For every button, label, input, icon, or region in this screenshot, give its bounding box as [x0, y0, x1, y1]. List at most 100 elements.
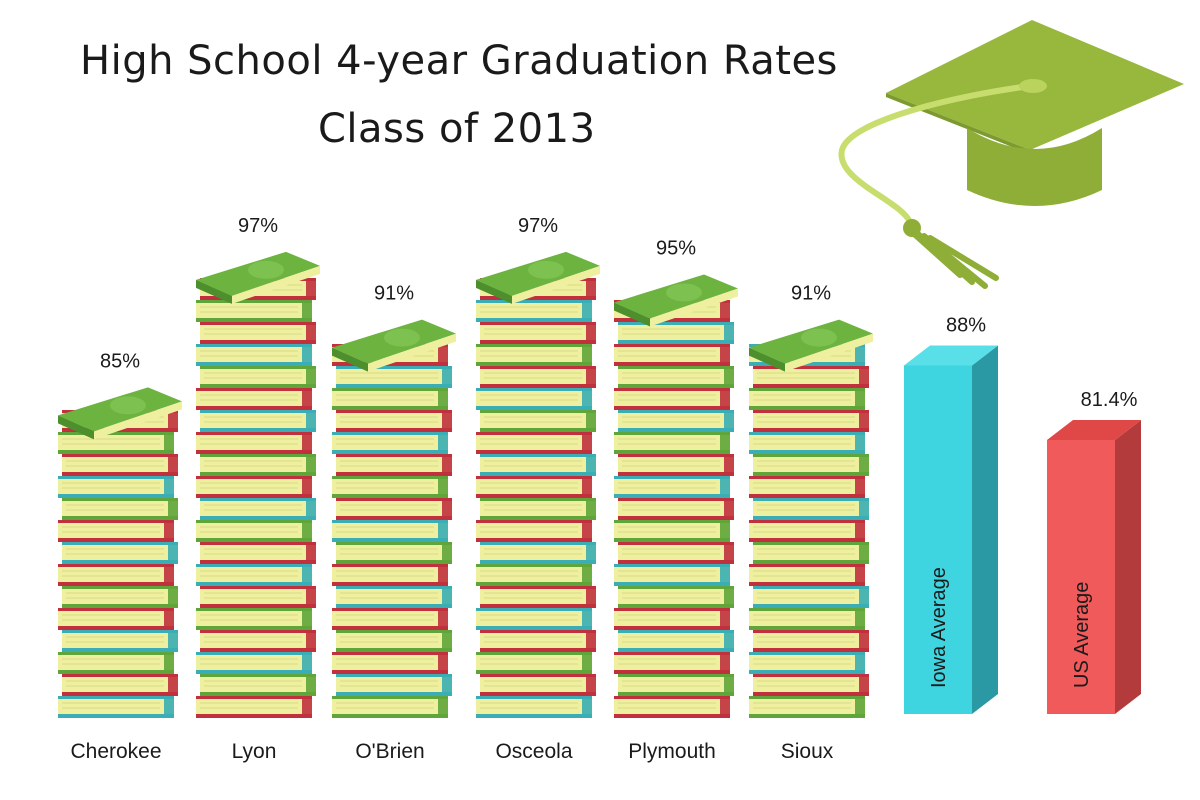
chart-title: High School 4-year Graduation Rates	[80, 38, 838, 84]
book-cover	[753, 586, 869, 589]
book-cover	[62, 516, 178, 520]
book-cover	[196, 520, 312, 523]
book-spine	[438, 344, 448, 366]
book-cover	[62, 630, 178, 633]
book-spine	[720, 476, 730, 498]
book-cover	[58, 608, 174, 611]
book-pages	[476, 479, 592, 495]
book-cover	[62, 586, 178, 589]
book-spine	[586, 630, 596, 652]
book-spine	[720, 388, 730, 410]
bar-front	[904, 365, 972, 714]
book-cover	[618, 542, 734, 545]
book-cover	[200, 322, 316, 325]
category-label: Iowa Average	[928, 567, 950, 688]
book-spine	[164, 696, 174, 718]
book-spine	[302, 388, 312, 410]
top-book-highlight	[801, 328, 837, 347]
book-cover	[749, 670, 865, 674]
book-cover	[196, 652, 312, 655]
book-cover	[196, 494, 312, 498]
top-book-highlight	[384, 328, 420, 347]
book-pages	[200, 545, 316, 561]
book-spine	[438, 652, 448, 674]
book-pages	[749, 611, 865, 627]
top-book-highlight	[666, 283, 702, 302]
book-cover	[618, 630, 734, 633]
book-pages	[196, 391, 312, 407]
book-pages	[62, 633, 178, 649]
value-label: 91%	[791, 283, 831, 305]
top-book-pages	[650, 288, 738, 327]
book-cover	[618, 384, 734, 388]
book-pages	[62, 501, 178, 517]
book-pages	[749, 523, 865, 539]
book-cover	[332, 714, 448, 718]
value-label: 97%	[238, 215, 278, 237]
book-cover	[332, 432, 448, 435]
top-book-highlight	[110, 396, 146, 415]
bar-iowa-average: Iowa Average 88%	[904, 314, 998, 714]
book-cover	[58, 582, 174, 586]
book-cover	[614, 582, 730, 586]
book-cover	[196, 344, 312, 347]
value-label: 95%	[656, 237, 696, 259]
book-pages	[753, 589, 869, 605]
book-cover	[62, 542, 178, 545]
book-cover	[480, 674, 596, 677]
book-spine	[582, 432, 592, 454]
book-pages	[480, 589, 596, 605]
book-cover	[618, 674, 734, 677]
top-book-edge	[332, 347, 368, 372]
book-spine	[582, 476, 592, 498]
book-spine	[724, 366, 734, 388]
value-label: 81.4%	[1081, 389, 1138, 411]
book-cover	[476, 538, 592, 542]
book-spine	[302, 300, 312, 322]
book-cover	[753, 410, 869, 413]
book-cover	[749, 582, 865, 586]
book-spine	[306, 454, 316, 476]
book-cover	[196, 362, 312, 366]
book-pages	[58, 435, 174, 451]
book-cover	[332, 608, 448, 611]
book-cover	[476, 608, 592, 611]
book-cover	[200, 384, 316, 388]
book-pages	[618, 325, 734, 341]
book-cover	[614, 670, 730, 674]
top-book-edge	[196, 279, 232, 304]
book-pages	[618, 457, 734, 473]
book-spine	[438, 476, 448, 498]
book-cover	[614, 626, 730, 630]
book-pages	[753, 413, 869, 429]
book-cover	[58, 432, 174, 435]
book-pages	[476, 435, 592, 451]
book-cover	[614, 494, 730, 498]
book-spine	[720, 696, 730, 718]
book-spine	[586, 454, 596, 476]
book-pages	[480, 501, 596, 517]
book-spine	[582, 564, 592, 586]
book-pages	[749, 567, 865, 583]
graduation-cap-icon	[838, 20, 1184, 289]
book-cover	[614, 362, 730, 366]
book-cover	[749, 564, 865, 567]
top-book-pages	[232, 265, 320, 304]
book-cover	[196, 476, 312, 479]
book-pages	[480, 677, 596, 693]
book-spine	[302, 564, 312, 586]
book-spine	[859, 498, 869, 520]
book-cover	[336, 648, 452, 652]
book-spine	[168, 542, 178, 564]
book-cover	[480, 630, 596, 633]
book-cover	[336, 560, 452, 564]
book-cover	[614, 520, 730, 523]
book-cover	[614, 538, 730, 542]
book-pages	[62, 545, 178, 561]
book-cover	[749, 388, 865, 391]
book-cover	[753, 516, 869, 520]
book-cover	[753, 454, 869, 457]
bar-osceola: 97% Osceola	[476, 215, 600, 763]
book-pages	[476, 655, 592, 671]
book-pages	[196, 523, 312, 539]
